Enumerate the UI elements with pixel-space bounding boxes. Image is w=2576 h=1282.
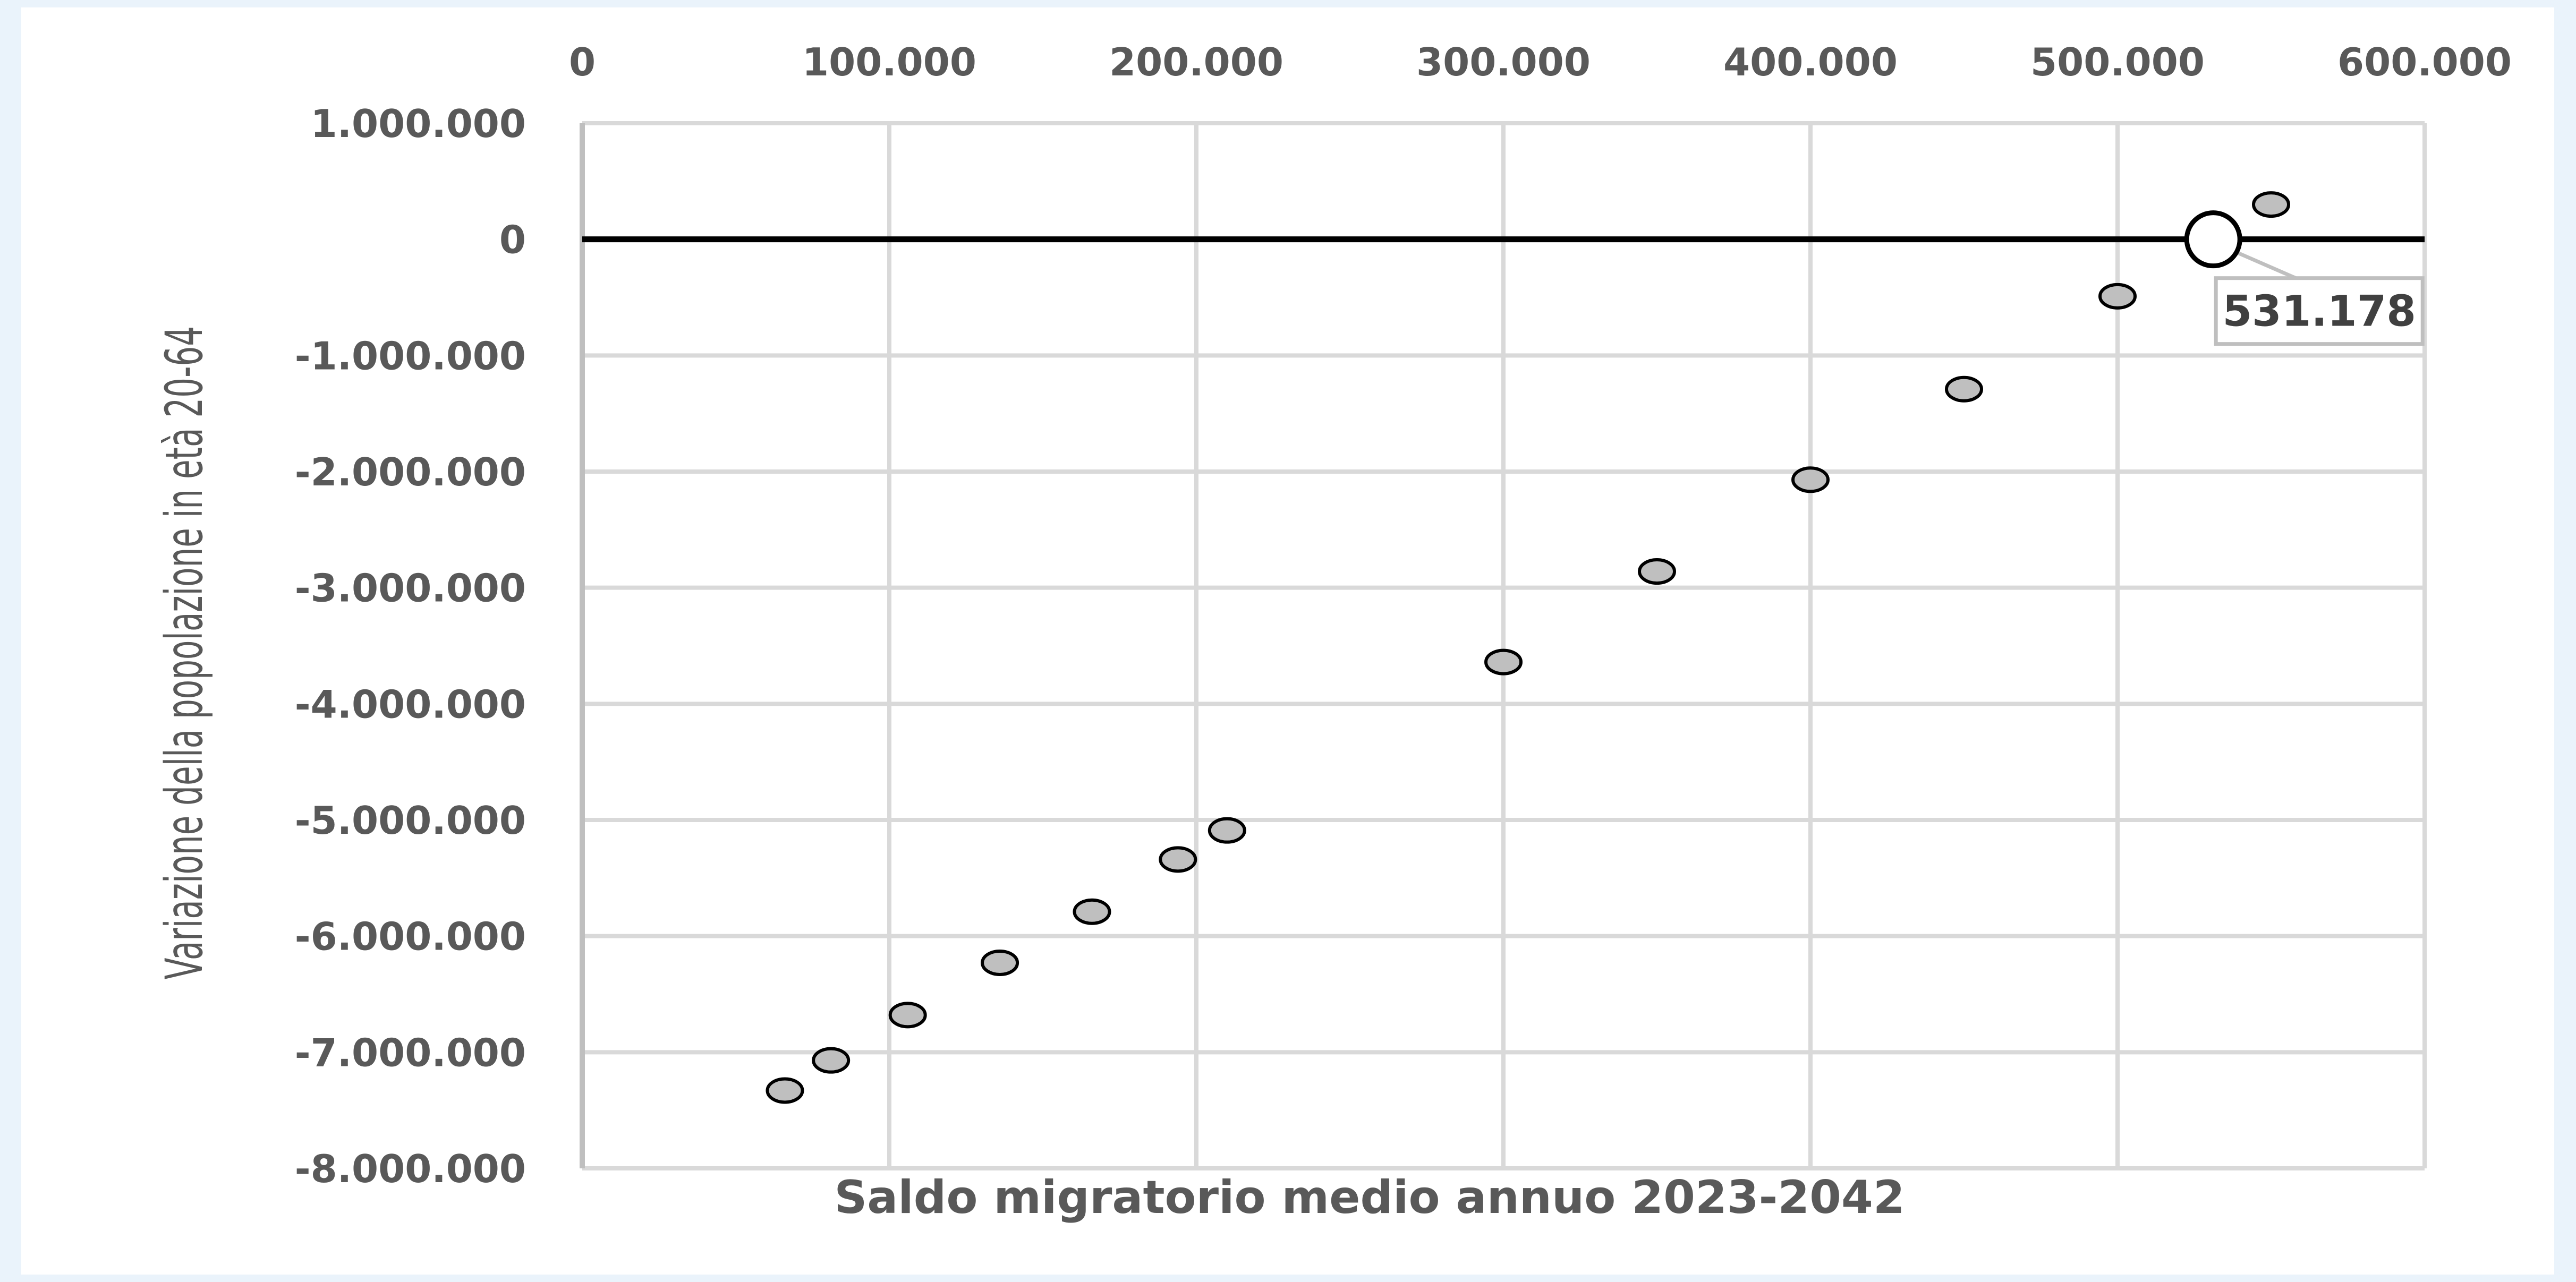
x-tick-label: 300.000 [1416,40,1591,84]
x-tick-label: 500.000 [2030,40,2205,84]
data-point [812,1047,851,1074]
y-tick-label: -8.000.000 [295,1147,526,1191]
y-tick-label: -3.000.000 [295,566,526,611]
y-tick-label: 1.000.000 [311,101,526,146]
y-tick-label: -5.000.000 [295,798,526,843]
data-point [766,1077,804,1104]
data-point [1208,817,1246,844]
x-tick-label: 0 [569,40,596,84]
grid-lines [580,121,2427,1170]
data-point [888,1002,927,1029]
x-tick-label: 600.000 [2337,40,2512,84]
data-points [766,191,2290,1104]
scatter-chart: 0 100.000 200.000 300.000 400.000 500.000 600.… [155,40,2512,1224]
data-point [981,949,1019,976]
chart-card: 0 100.000 200.000 300.000 400.000 500.000 600.… [21,7,2554,1275]
x-tick-label: 400.000 [1723,40,1898,84]
data-point [1159,846,1197,873]
data-point [2098,283,2137,310]
data-point [1638,558,1676,585]
data-point [1484,648,1523,676]
data-point [1791,466,1830,493]
intercept-marker [2184,210,2242,269]
data-point [2252,191,2290,218]
data-point [1945,375,1983,403]
y-tick-label: 0 [499,218,526,262]
y-axis-title: Variazione della popolazione in età 20-6… [155,326,214,980]
x-tick-labels: 0 100.000 200.000 300.000 400.000 500.000 600.… [569,40,2512,84]
callout-box [2214,276,2425,346]
y-tick-label: -4.000.000 [295,682,526,727]
axes [580,123,2425,1168]
intercept-callout: 531.178 [2184,210,2425,346]
x-tick-label: 200.000 [1109,40,1283,84]
y-tick-label: -2.000.000 [295,450,526,494]
y-tick-label: -6.000.000 [295,915,526,959]
y-tick-label: -7.000.000 [295,1030,526,1075]
x-tick-label: 100.000 [802,40,976,84]
data-point [1073,898,1111,925]
y-tick-label: -1.000.000 [295,334,526,378]
x-axis-title: Saldo migratorio medio annuo 2023-2042 [834,1171,1905,1224]
callout-label: 531.178 [2223,287,2416,336]
y-tick-labels: 1.000.000 0 -1.000.000 -2.000.000 -3.000.000… [295,101,526,1191]
